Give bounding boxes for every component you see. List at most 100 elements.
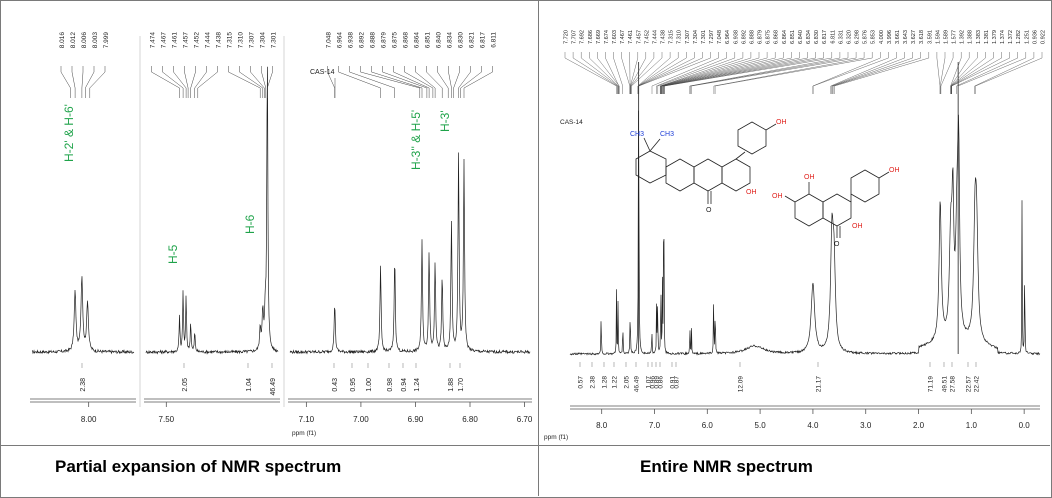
peak-label: 7.444 [205,32,212,49]
peak-label: 6.888 [370,32,377,49]
peak-leader [60,66,71,98]
peak-leader [656,52,727,94]
peak-label: 6.938 [348,32,355,49]
tick-label: 8.00 [81,415,97,424]
peak-label: 7.686 [588,30,594,44]
tick-label: 7.10 [299,415,315,424]
integral-value: 2.05 [624,376,631,389]
tick-label: 8.0 [596,421,608,430]
peak-leader [426,66,443,98]
peak-label: 6.888 [749,30,755,44]
peak-label: 7.461 [172,32,179,49]
integral-value: 0.57 [578,376,585,389]
tick-label: 1.0 [966,421,978,430]
peak-label: 3.643 [903,30,909,44]
integral-value: 0.98 [387,378,394,392]
peak-label: 6.320 [846,30,852,44]
peak-label: 6.821 [469,32,476,49]
hydroxyl-label: OH [776,119,787,126]
integral-value: 27.58 [950,376,957,393]
peak-leader [250,66,265,98]
peak-leader [663,52,816,94]
peak-leader [812,52,889,94]
peak-label: 6.851 [790,30,796,44]
peak-leader [957,52,1026,94]
peak-label: 7.438 [216,32,223,49]
tick-label: 6.90 [408,415,424,424]
peak-leader [690,52,849,94]
peak-leader [662,52,800,94]
sample-label: CAS-14 [310,69,335,76]
peak-label: 6.830 [814,30,820,44]
peak-leader [951,52,994,94]
tick-label: 4.0 [807,421,819,430]
peak-leader [338,66,381,98]
hydroxyl-label: OH [804,174,815,181]
peak-label: 6.851 [425,32,432,49]
peak-label: 7.307 [249,32,256,49]
peak-leader [950,52,978,94]
peak-label: 1.251 [1024,30,1030,44]
peak-label: 6.879 [381,32,388,49]
peak-label: 7.310 [677,30,683,44]
peak-label: 0.936 [1032,30,1038,44]
tick-label: 6.0 [702,421,714,430]
peak-label: 7.452 [644,30,650,44]
peak-label: 1.383 [976,30,982,44]
integral-value: 0.91 [670,376,677,389]
peak-label: 3.627 [911,30,917,44]
peak-label: 1.589 [943,30,949,44]
peak-label: 6.875 [392,32,399,49]
tick-label: 7.50 [159,415,175,424]
peak-leader [637,52,671,94]
peak-label: 1.379 [992,30,998,44]
tick-label: 7.0 [649,421,661,430]
peak-label: 7.048 [717,30,723,44]
peak-label: 6.298 [855,30,861,44]
peak-leader [974,52,1035,94]
peak-label: 4.000 [879,30,885,44]
peak-leader [621,52,630,94]
x-axis-title: ppm (f1) [292,430,316,437]
peak-label: 7.310 [238,32,245,49]
structure-bond [735,151,746,160]
peak-label: 7.999 [103,32,110,49]
peak-leader [940,52,946,94]
peak-label: 3.996 [887,30,893,44]
peak-label: 1.372 [1008,30,1014,44]
tick-label: 0.0 [1019,421,1031,430]
panel-divider-vertical [538,0,539,496]
peak-label: 6.864 [414,32,421,49]
integral-value: 0.89 [654,376,661,389]
peak-leader [382,66,428,98]
integral-value: 22.42 [974,376,981,393]
peak-leader [589,52,619,94]
peak-leader [638,52,703,94]
peak-label: 6.817 [480,32,487,49]
peak-label: 1.381 [984,30,990,44]
tick-label: 2.0 [913,421,925,430]
peak-label: 6.879 [758,30,764,44]
peak-leader [453,66,460,98]
integral-value: 1.00 [366,378,373,392]
peak-leader [834,52,929,94]
peak-label: 7.603 [612,30,618,44]
peak-leader [239,66,264,98]
peak-leader [605,52,620,94]
peak-label: 5.876 [863,30,869,44]
peak-label: 8.012 [70,32,77,49]
integral-value: 0.95 [350,378,357,392]
peak-leader [713,52,865,94]
peak-leader [660,52,744,94]
peak-leader [956,52,1018,94]
peak-label: 0.922 [1041,30,1047,44]
integral-value: 1.70 [458,378,465,392]
peak-label: 7.304 [260,32,267,49]
structure-bond [737,121,767,155]
peak-leader [660,52,752,94]
peak-label: 6.868 [774,30,780,44]
peak-label: 7.692 [580,30,586,44]
peak-label: 6.875 [766,30,772,44]
peak-leader [597,52,620,94]
peak-leader [631,52,663,94]
